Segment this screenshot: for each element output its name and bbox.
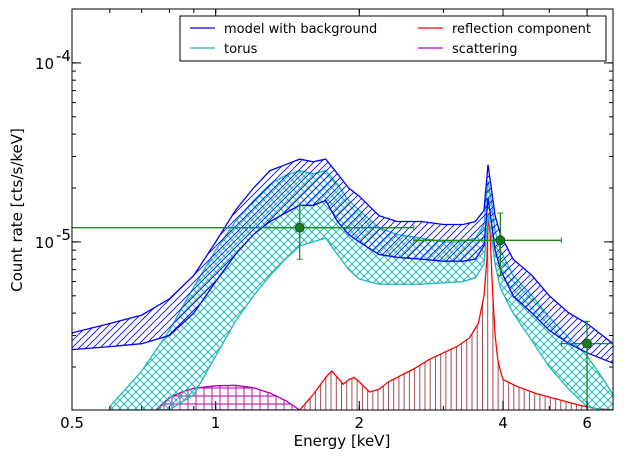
- x-tick-label: 1: [211, 414, 221, 432]
- series-data: [72, 204, 613, 410]
- legend-box: [179, 15, 607, 62]
- plot-frame: [71, 8, 614, 411]
- y-axis-label: Count rate [cts/s/keV]: [8, 128, 26, 292]
- x-tick-labels: 0.5 1 2 4 6: [60, 414, 592, 432]
- y-tick-label: 10: [35, 234, 54, 252]
- legend-entry-scattering: scattering: [452, 42, 518, 57]
- model-with-background-upper-line: [72, 158, 613, 345]
- plot-area: [71, 8, 614, 411]
- y-tick-exponent: -4: [56, 47, 71, 65]
- x-tick-label: 4: [498, 414, 508, 432]
- legend-entry-torus: torus: [224, 42, 258, 57]
- torus-lower-line: [109, 215, 613, 410]
- x-tick-label: 0.5: [60, 414, 84, 432]
- series-model-with-background: [72, 158, 613, 364]
- series-layer: [72, 158, 613, 410]
- data-point-marker: [294, 222, 305, 233]
- model-with-background-band-fill: [72, 159, 613, 364]
- data-point-2: [413, 212, 562, 276]
- data-point-3: [560, 320, 613, 410]
- x-axis-label: Energy [keV]: [294, 432, 391, 450]
- model-with-background-lower-line: [72, 198, 613, 364]
- reflection-component-line: [299, 212, 613, 410]
- x-tick-label: 2: [355, 414, 365, 432]
- legend: model with background torus reflection com…: [179, 15, 607, 62]
- y-tick-exponent: -5: [56, 226, 71, 244]
- axis-ticks: [71, 8, 613, 410]
- y-tick-labels: 10-510-4: [35, 47, 71, 252]
- data-point-marker: [495, 235, 506, 246]
- series-reflection-component: [299, 212, 613, 410]
- legend-entry-reflection-component: reflection component: [452, 22, 591, 37]
- y-tick-label: 10: [35, 55, 54, 73]
- x-tick-label: 6: [582, 414, 592, 432]
- data-point-marker: [582, 338, 592, 349]
- data-point-1: [72, 204, 415, 260]
- legend-entry-model-with-background: model with background: [224, 22, 377, 37]
